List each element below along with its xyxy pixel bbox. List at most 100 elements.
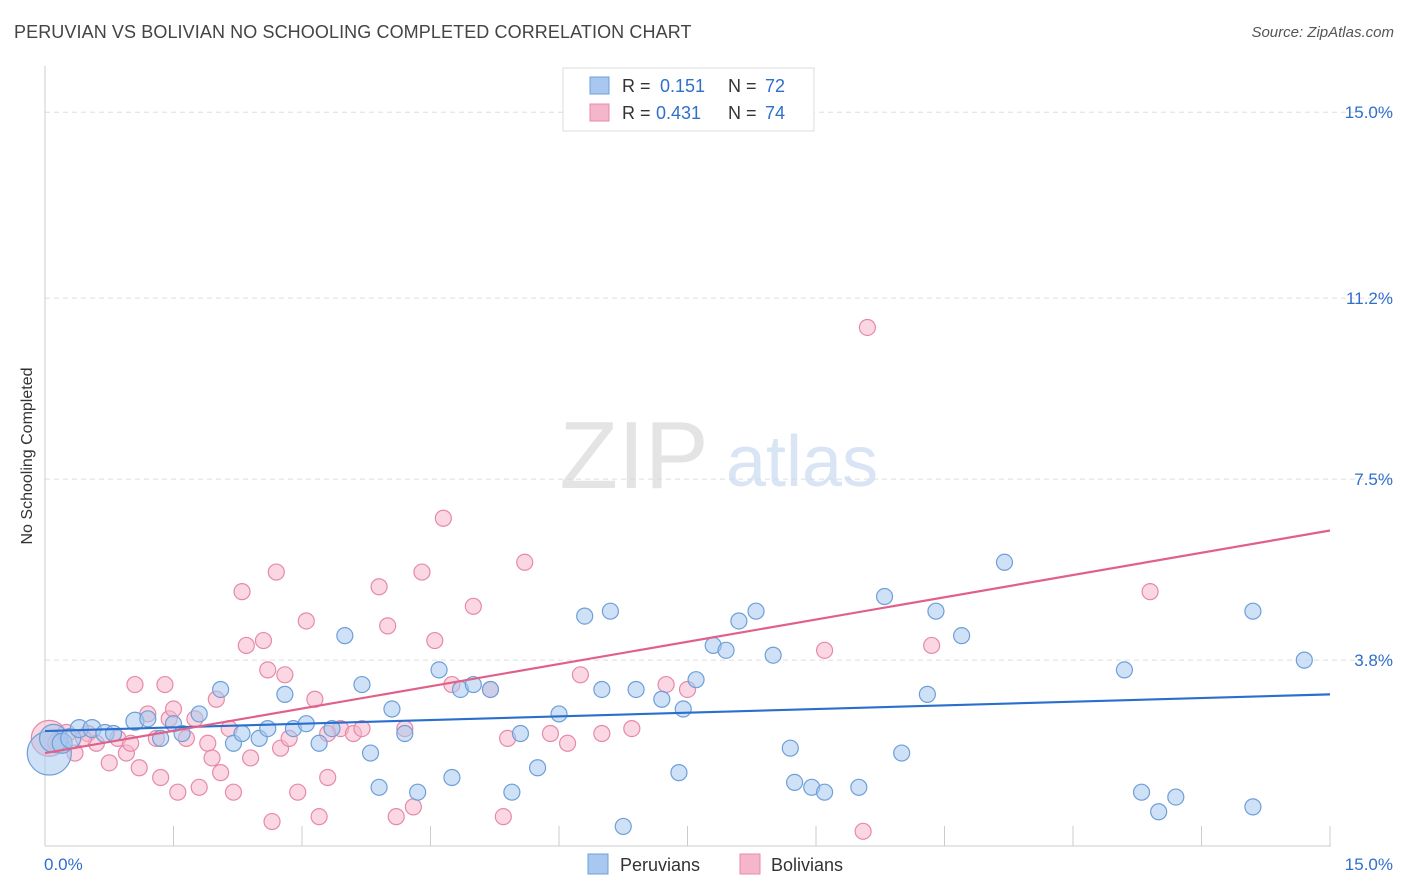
peruvian-point bbox=[370, 778, 388, 796]
peruvian-point bbox=[893, 744, 911, 762]
legend-r-value-bolivians: 0.431 bbox=[656, 103, 701, 123]
y-tick-label: 11.2% bbox=[1346, 289, 1393, 308]
bolivian-point bbox=[100, 754, 118, 772]
bolivian-point bbox=[126, 675, 144, 694]
y-tick-label: 7.5% bbox=[1354, 470, 1393, 489]
peruvian-point bbox=[361, 744, 380, 762]
bolivian-point bbox=[815, 641, 834, 659]
bolivian-point bbox=[854, 822, 872, 840]
bolivian-point bbox=[237, 636, 255, 655]
peruvian-point bbox=[730, 612, 748, 630]
bolivian-point bbox=[156, 675, 174, 694]
peruvian-point bbox=[687, 671, 705, 689]
bolivian-point bbox=[923, 636, 941, 655]
peruvian-point bbox=[383, 700, 401, 718]
bolivian-point bbox=[571, 666, 590, 684]
peruvian-point bbox=[443, 768, 461, 787]
peruvian-point bbox=[336, 627, 354, 645]
legend-r-value-peruvians: 0.151 bbox=[660, 76, 705, 96]
trend-lines bbox=[44, 529, 1331, 755]
bolivian-point bbox=[657, 675, 675, 694]
bolivian-point bbox=[516, 553, 534, 571]
bolivian-point bbox=[379, 617, 397, 635]
bolivian-point bbox=[259, 661, 277, 679]
peruvian-point bbox=[593, 680, 611, 699]
peruvian-point bbox=[323, 719, 341, 738]
peruvian-point bbox=[995, 553, 1014, 571]
bolivian-point bbox=[267, 563, 285, 581]
peruvian-point bbox=[396, 724, 414, 743]
legend-r-label-peruvians: R = bbox=[622, 76, 651, 96]
bolivian-point bbox=[164, 700, 183, 718]
peruvian-point bbox=[1115, 661, 1134, 679]
peruvian-point bbox=[1132, 783, 1151, 801]
peruvian-points bbox=[26, 553, 1313, 836]
bolivian-point bbox=[464, 597, 482, 615]
peruvian-point bbox=[674, 700, 692, 718]
y-tick-label: 3.8% bbox=[1354, 651, 1393, 670]
bolivian-point bbox=[152, 768, 170, 787]
bolivian-point bbox=[169, 783, 187, 801]
peruvian-trend-line bbox=[44, 693, 1331, 733]
legend-n-value-peruvians: 72 bbox=[765, 76, 785, 96]
peruvian-point bbox=[1167, 788, 1185, 806]
peruvian-point bbox=[430, 661, 448, 679]
legend-n-label-bolivians: N = bbox=[728, 103, 757, 123]
peruvian-point bbox=[511, 724, 530, 743]
peruvian-point bbox=[953, 627, 971, 645]
peruvian-point bbox=[781, 739, 799, 757]
grid-layer bbox=[44, 111, 1394, 846]
bolivian-point bbox=[263, 812, 281, 831]
legend-swatch-bolivians bbox=[589, 103, 610, 122]
axis-layer bbox=[44, 66, 1331, 847]
bolivian-point bbox=[224, 783, 243, 801]
peruvian-point bbox=[653, 690, 671, 708]
bolivian-point bbox=[276, 666, 294, 684]
peruvian-point bbox=[276, 685, 294, 703]
bolivian-point bbox=[370, 578, 388, 596]
bolivian-point bbox=[130, 759, 148, 777]
watermark: ZIP atlas bbox=[559, 402, 878, 509]
y-tick-label: 15.0% bbox=[1345, 103, 1393, 122]
x-tick-label-min: 0.0% bbox=[44, 855, 83, 874]
peruvian-point bbox=[190, 705, 208, 723]
bottom-legend-swatch-bolivians bbox=[739, 853, 761, 875]
legend-n-label-peruvians: N = bbox=[728, 76, 757, 96]
bottom-legend-label-bolivians: Bolivians bbox=[771, 855, 843, 875]
bolivian-point bbox=[242, 749, 260, 767]
bolivian-point bbox=[319, 768, 337, 787]
bolivian-point bbox=[623, 719, 641, 738]
bottom-legend-label-peruvians: Peruvians bbox=[620, 855, 700, 875]
peruvian-point bbox=[670, 764, 688, 782]
chart-title: PERUVIAN VS BOLIVIAN NO SCHOOLING COMPLE… bbox=[14, 22, 692, 42]
peruvian-point bbox=[259, 719, 277, 738]
bolivian-points bbox=[30, 318, 1159, 840]
peruvian-point bbox=[503, 783, 521, 801]
bolivian-point bbox=[203, 749, 221, 767]
bottom-legend: Peruvians Bolivians bbox=[587, 853, 843, 875]
bolivian-point bbox=[1141, 583, 1159, 601]
bolivian-point bbox=[541, 724, 560, 743]
bolivian-point bbox=[426, 631, 444, 650]
peruvian-point bbox=[528, 759, 547, 777]
bolivian-point bbox=[858, 318, 877, 337]
peruvian-point bbox=[353, 675, 371, 694]
peruvian-point bbox=[550, 705, 568, 723]
peruvian-point bbox=[850, 778, 868, 796]
peruvian-point bbox=[310, 734, 328, 752]
bolivian-point bbox=[190, 778, 208, 796]
y-tick-labels: 3.8% 7.5% 11.2% 15.0% bbox=[1345, 103, 1393, 670]
legend-swatch-peruvians bbox=[589, 76, 610, 95]
peruvian-point bbox=[1244, 602, 1262, 620]
top-legend: R = 0.151 N = 72 R = 0.431 N = 74 bbox=[562, 67, 815, 132]
bolivian-point bbox=[199, 734, 217, 752]
bolivian-point bbox=[413, 563, 431, 581]
peruvian-point bbox=[576, 607, 594, 625]
peruvian-point bbox=[614, 817, 632, 836]
bolivian-point bbox=[254, 631, 273, 650]
peruvian-point bbox=[747, 602, 765, 620]
x-tick-labels: 0.0% 15.0% bbox=[44, 855, 1393, 874]
peruvian-point bbox=[918, 685, 936, 703]
peruvian-point bbox=[1295, 651, 1313, 669]
